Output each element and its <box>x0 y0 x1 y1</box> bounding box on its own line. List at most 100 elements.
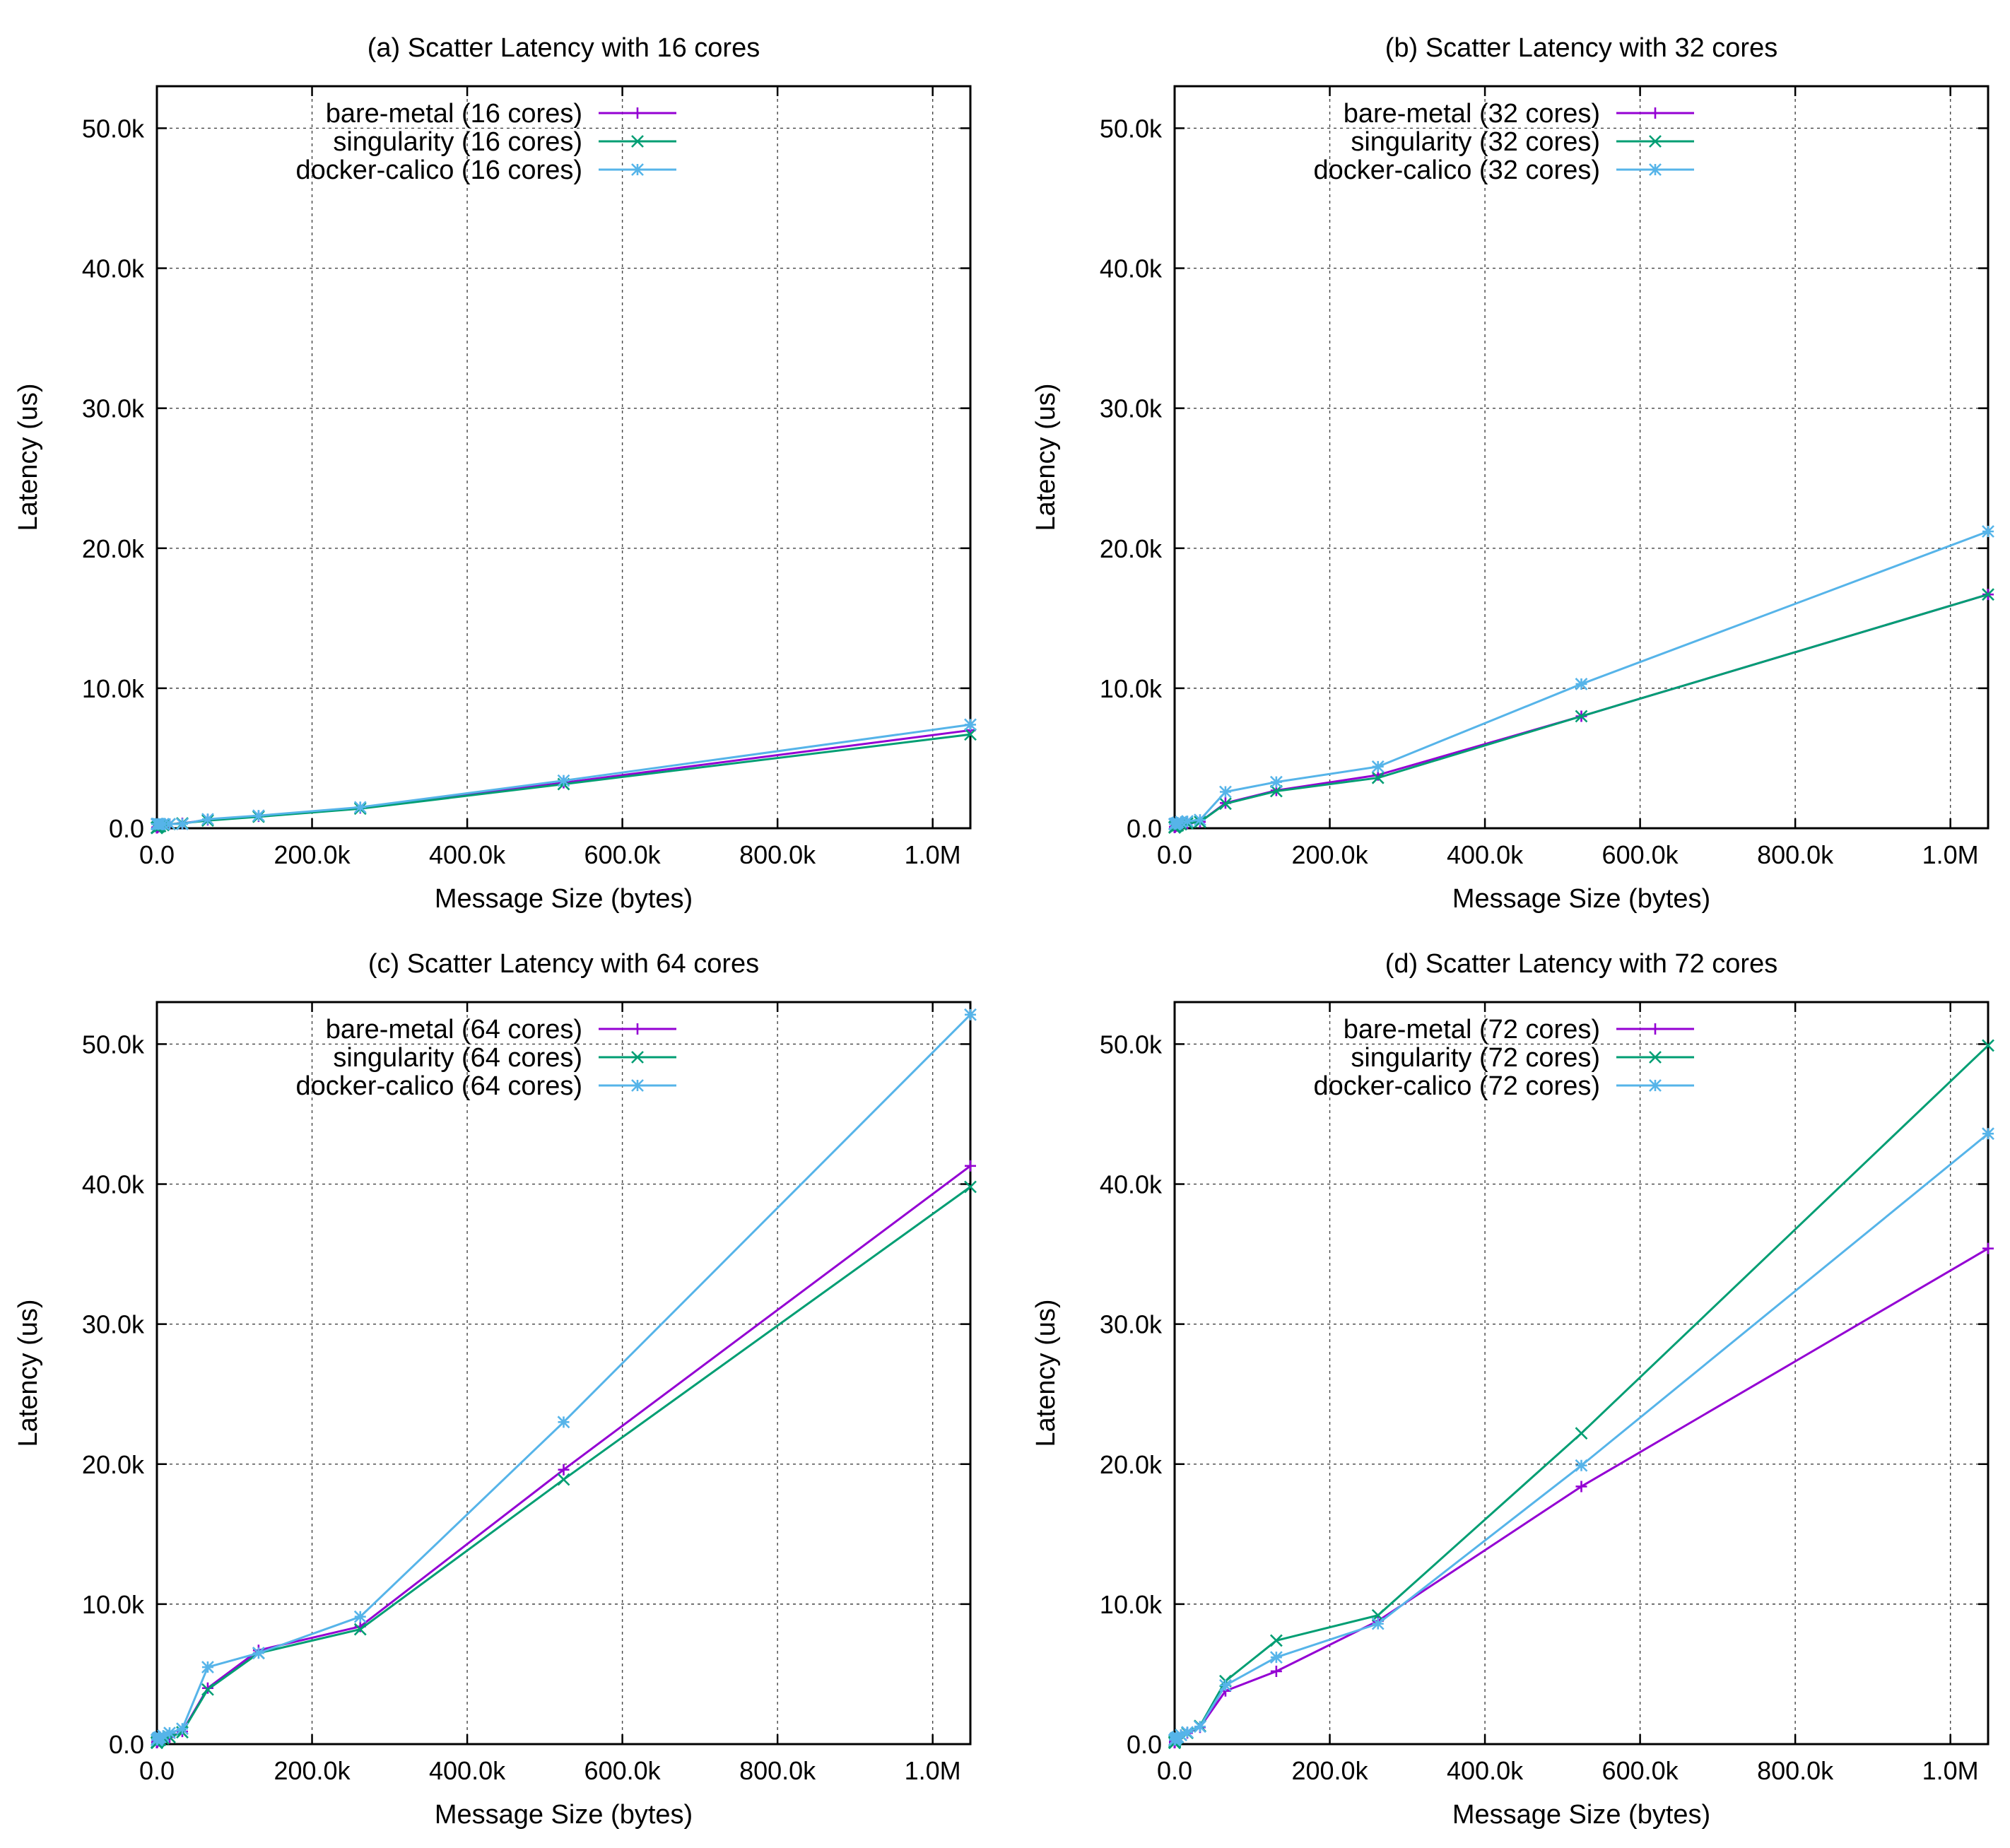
y-tick-label: 0.0 <box>1127 1730 1162 1759</box>
legend-marker <box>1650 107 1661 119</box>
data-point <box>201 813 214 826</box>
x-axis-label: Message Size (bytes) <box>435 884 693 914</box>
data-point <box>557 1473 570 1486</box>
chart-title: (b) Scatter Latency with 32 cores <box>1385 33 1777 63</box>
x-axis-label: Message Size (bytes) <box>435 1800 693 1830</box>
legend-marker <box>1649 1051 1662 1064</box>
chart-panel-1: (a) Scatter Latency with 16 cores 0.0 200.… <box>13 33 977 914</box>
y-tick-label: 50.0k <box>1100 1030 1163 1059</box>
plot-frame <box>155 85 972 830</box>
y-tick-label: 10.0k <box>82 674 145 703</box>
legend-label: docker-calico (72 cores) <box>1314 1071 1600 1101</box>
data-point <box>1575 678 1588 690</box>
x-tick-label: 1.0M <box>1922 1756 1979 1785</box>
y-tick-label: 40.0k <box>1100 1170 1163 1199</box>
legend-label: bare-metal (64 cores) <box>326 1015 582 1044</box>
legend-marker <box>631 163 644 176</box>
y-tick-label: 20.0k <box>82 534 145 563</box>
series-line <box>155 1165 971 1744</box>
y-axis-label: Latency (us) <box>13 383 43 531</box>
legend-label: bare-metal (32 cores) <box>1344 99 1600 129</box>
data-point <box>1219 1678 1232 1692</box>
legend-marker <box>632 1023 643 1035</box>
data-point <box>964 718 977 731</box>
y-axis-label: Latency (us) <box>1031 1299 1061 1447</box>
x-tick-label: 0.0 <box>139 840 175 869</box>
y-tick-label: 0.0 <box>1127 814 1162 843</box>
y-tick-label: 50.0k <box>82 114 145 143</box>
legend-marker <box>632 107 643 119</box>
series-1 <box>1169 589 1994 833</box>
chart-panel-4: (d) Scatter Latency with 72 cores 0.0 200.… <box>1031 949 1994 1830</box>
data-point <box>1269 775 1283 789</box>
data-point <box>1175 1729 1187 1742</box>
data-point <box>1219 785 1232 799</box>
legend-label: singularity (16 cores) <box>333 127 582 157</box>
x-tick-label: 600.0k <box>584 1756 662 1785</box>
y-tick-label: 20.0k <box>82 1450 145 1479</box>
data-point <box>201 1683 214 1696</box>
chart-title: (d) Scatter Latency with 72 cores <box>1385 949 1777 979</box>
series-3 <box>151 718 977 830</box>
x-tick-label: 1.0M <box>1922 840 1979 869</box>
data-point <box>157 1729 170 1743</box>
data-point <box>1982 1127 1994 1141</box>
legend-label: bare-metal (72 cores) <box>1344 1015 1600 1044</box>
data-point <box>557 774 570 787</box>
y-tick-label: 30.0k <box>82 394 145 423</box>
legend-marker <box>1649 163 1662 176</box>
chart-panel-2: (b) Scatter Latency with 32 cores 0.0 200.… <box>1031 33 1994 914</box>
x-tick-label: 200.0k <box>274 1756 351 1785</box>
data-point <box>201 1661 214 1673</box>
legend-label: singularity (32 cores) <box>1351 127 1600 157</box>
legend-label: bare-metal (16 cores) <box>326 99 582 129</box>
legend-marker <box>1650 1023 1661 1035</box>
chart-title: (c) Scatter Latency with 64 cores <box>368 949 759 979</box>
data-point <box>1982 588 1994 601</box>
x-tick-label: 1.0M <box>905 1756 961 1785</box>
data-point <box>1371 1617 1385 1630</box>
data-point <box>964 1008 977 1021</box>
data-point <box>353 1623 367 1636</box>
y-tick-label: 20.0k <box>1100 534 1163 563</box>
data-point <box>163 1726 176 1740</box>
y-tick-label: 50.0k <box>82 1030 145 1059</box>
series-line <box>155 1013 972 1741</box>
y-tick-label: 30.0k <box>1100 1310 1163 1339</box>
data-point <box>1575 1427 1588 1440</box>
series-line <box>1173 1133 1989 1741</box>
data-point <box>1371 771 1385 784</box>
series-line <box>1173 1044 1990 1744</box>
plot-frame <box>1173 85 1990 830</box>
chart-title: (a) Scatter Latency with 16 cores <box>368 33 760 63</box>
data-point <box>1219 797 1232 811</box>
data-point <box>163 818 176 830</box>
x-tick-label: 400.0k <box>1447 840 1524 869</box>
data-point <box>1181 1726 1194 1739</box>
y-tick-label: 50.0k <box>1100 114 1163 143</box>
data-point <box>176 818 189 830</box>
y-tick-label: 10.0k <box>82 1590 145 1619</box>
x-tick-label: 400.0k <box>1447 1756 1524 1785</box>
data-point <box>353 1610 367 1623</box>
legend-label: docker-calico (32 cores) <box>1314 155 1600 185</box>
series-3 <box>1168 525 1994 830</box>
x-tick-label: 0.0 <box>1157 1756 1192 1785</box>
x-tick-label: 800.0k <box>739 1756 816 1785</box>
data-point <box>1194 813 1206 827</box>
x-axis-label: Message Size (bytes) <box>1452 1800 1710 1830</box>
y-tick-label: 30.0k <box>1100 394 1163 423</box>
y-tick-label: 30.0k <box>82 1310 145 1339</box>
data-point <box>558 1464 570 1476</box>
plot-frame <box>1173 1001 1990 1746</box>
y-tick-label: 40.0k <box>82 254 145 283</box>
series-3 <box>1168 1127 1994 1746</box>
y-axis-label: Latency (us) <box>13 1299 43 1447</box>
x-tick-label: 400.0k <box>429 1756 506 1785</box>
x-tick-label: 1.0M <box>905 840 961 869</box>
data-point <box>964 1180 977 1194</box>
data-point <box>176 1722 189 1736</box>
data-point <box>1194 1720 1206 1734</box>
data-point <box>1269 784 1283 798</box>
series-3 <box>151 1008 977 1746</box>
